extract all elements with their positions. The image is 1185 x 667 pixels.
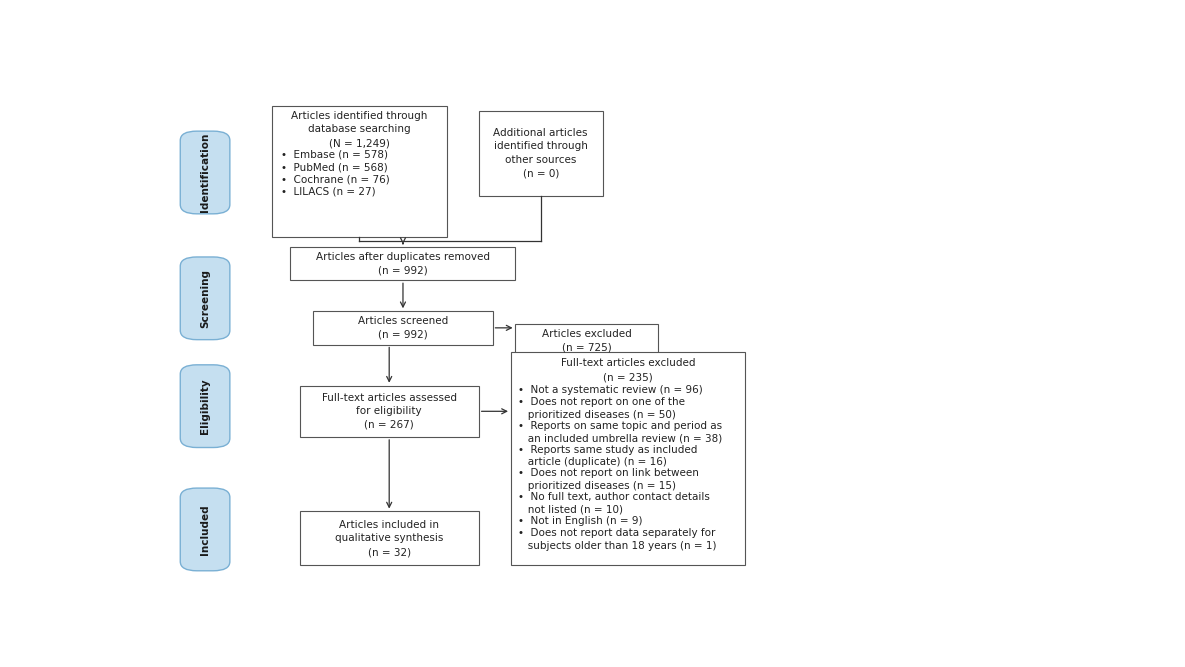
Text: •  Cochrane (n = 76): • Cochrane (n = 76) [281, 175, 390, 185]
FancyBboxPatch shape [511, 352, 745, 566]
Text: Included: Included [200, 504, 210, 555]
FancyBboxPatch shape [180, 257, 230, 340]
Text: Additional articles
identified through
other sources
(n = 0): Additional articles identified through o… [493, 128, 588, 179]
FancyBboxPatch shape [300, 512, 479, 566]
FancyBboxPatch shape [313, 311, 493, 345]
Text: •  No full text, author contact details
   not listed (n = 10): • No full text, author contact details n… [518, 492, 710, 515]
Text: •  Not a systematic review (n = 96): • Not a systematic review (n = 96) [518, 385, 703, 395]
Text: Articles excluded
(n = 725): Articles excluded (n = 725) [542, 329, 632, 352]
Text: •  Does not report on link between
   prioritized diseases (n = 15): • Does not report on link between priori… [518, 468, 699, 491]
Text: Articles screened
(n = 992): Articles screened (n = 992) [358, 316, 448, 340]
FancyBboxPatch shape [180, 131, 230, 214]
Text: •  Embase (n = 578): • Embase (n = 578) [281, 150, 389, 160]
Text: •  Reports on same topic and period as
   an included umbrella review (n = 38): • Reports on same topic and period as an… [518, 421, 723, 444]
Text: Articles identified through
database searching
(N = 1,249): Articles identified through database sea… [292, 111, 428, 148]
Text: •  LILACS (n = 27): • LILACS (n = 27) [281, 187, 376, 197]
FancyBboxPatch shape [300, 386, 479, 437]
FancyBboxPatch shape [515, 324, 658, 358]
Text: Full-text articles assessed
for eligibility
(n = 267): Full-text articles assessed for eligibil… [321, 393, 456, 430]
Text: Full-text articles excluded
(n = 235): Full-text articles excluded (n = 235) [561, 358, 696, 382]
FancyBboxPatch shape [273, 106, 447, 237]
FancyBboxPatch shape [290, 247, 515, 280]
Text: Eligibility: Eligibility [200, 378, 210, 434]
Text: Identification: Identification [200, 133, 210, 212]
Text: Articles included in
qualitative synthesis
(n = 32): Articles included in qualitative synthes… [335, 520, 443, 557]
Text: •  Does not report on one of the
   prioritized diseases (n = 50): • Does not report on one of the prioriti… [518, 398, 685, 420]
FancyBboxPatch shape [180, 365, 230, 448]
Text: Screening: Screening [200, 269, 210, 327]
Text: •  Does not report data separately for
   subjects older than 18 years (n = 1): • Does not report data separately for su… [518, 528, 717, 551]
FancyBboxPatch shape [479, 111, 603, 195]
FancyBboxPatch shape [180, 488, 230, 571]
Text: •  Reports same study as included
   article (duplicate) (n = 16): • Reports same study as included article… [518, 445, 698, 468]
Text: •  Not in English (n = 9): • Not in English (n = 9) [518, 516, 642, 526]
Text: Articles after duplicates removed
(n = 992): Articles after duplicates removed (n = 9… [316, 252, 489, 275]
Text: •  PubMed (n = 568): • PubMed (n = 568) [281, 162, 387, 172]
